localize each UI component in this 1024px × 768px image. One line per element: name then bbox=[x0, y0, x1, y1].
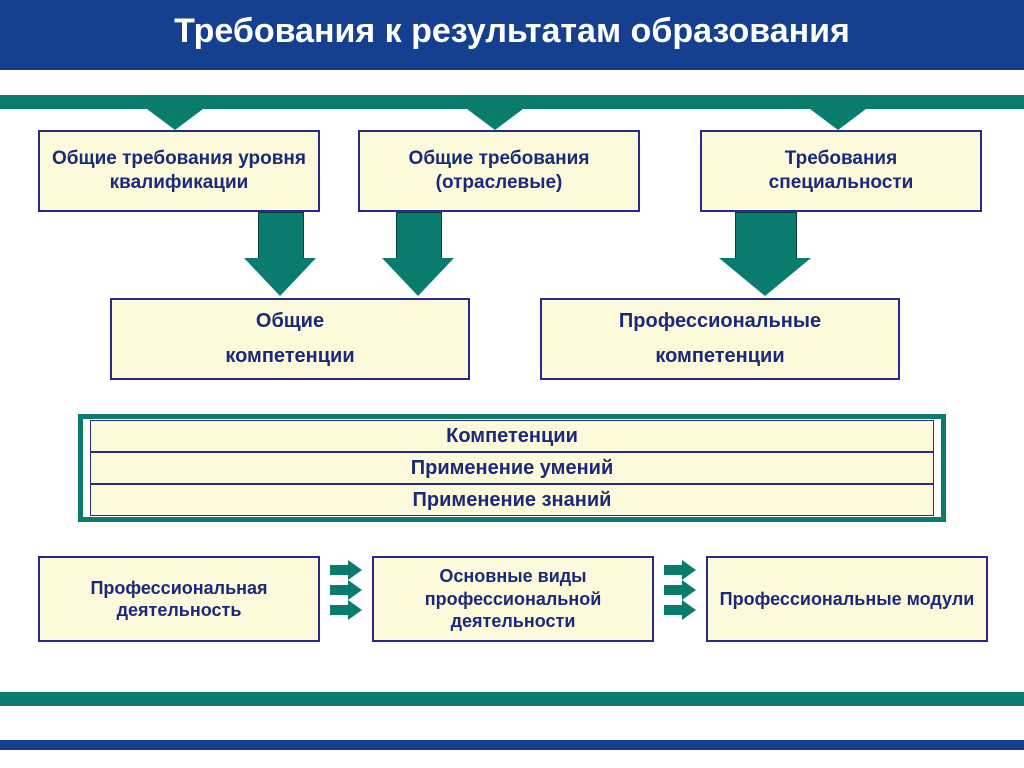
stack-competencies: Компетенции bbox=[90, 420, 934, 452]
box-general-industry: Общие требования (отраслевые) bbox=[358, 130, 640, 212]
arrow-right-icon bbox=[330, 580, 362, 600]
box-professional-activity: Профессиональная деятельность bbox=[38, 556, 320, 642]
box-general-competencies-l1: Общие bbox=[225, 309, 354, 334]
stack-skills: Применение умений bbox=[90, 452, 934, 484]
box-professional-competencies: Профессиональные компетенции bbox=[540, 298, 900, 380]
stack-knowledge: Применение знаний bbox=[90, 484, 934, 516]
box-general-competencies: Общие компетенции bbox=[110, 298, 470, 380]
box-general-qualification: Общие требования уровня квалификации bbox=[38, 130, 320, 212]
arrow-down-icon bbox=[810, 95, 866, 130]
arrow-right-icon bbox=[664, 600, 696, 620]
arrow-down-icon bbox=[467, 95, 523, 130]
arrow-right-icon bbox=[664, 580, 696, 600]
box-professional-modules: Профессиональные модули bbox=[706, 556, 988, 642]
divider-bottom-2 bbox=[0, 740, 1024, 750]
box-main-activity-types: Основные виды профессиональной деятельно… bbox=[372, 556, 654, 642]
arrow-down-icon bbox=[382, 212, 454, 296]
arrow-right-icon bbox=[664, 560, 696, 580]
divider-bottom-1 bbox=[0, 692, 1024, 706]
arrow-down-icon bbox=[147, 95, 203, 130]
box-professional-competencies-l1: Профессиональные bbox=[619, 309, 821, 334]
arrow-down-icon bbox=[244, 212, 316, 296]
box-general-competencies-l2: компетенции bbox=[225, 344, 354, 369]
page-title: Требования к результатам образования bbox=[0, 0, 1024, 70]
box-speciality-requirements: Требования специальности bbox=[700, 130, 982, 212]
arrow-right-icon bbox=[330, 560, 362, 580]
box-professional-competencies-l2: компетенции bbox=[619, 344, 821, 369]
arrow-right-icon bbox=[330, 600, 362, 620]
arrow-down-icon bbox=[719, 212, 811, 296]
